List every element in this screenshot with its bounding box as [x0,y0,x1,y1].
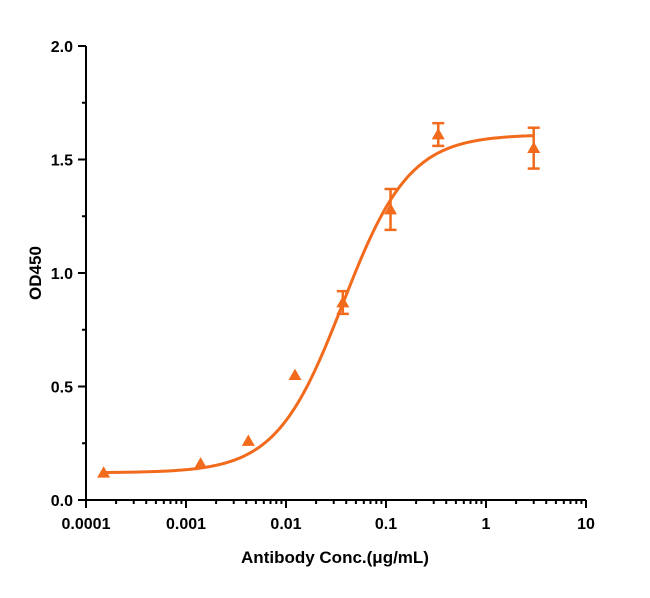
data-point-triangle [288,368,302,381]
axes [85,46,586,501]
data-point-triangle [194,457,208,469]
data-point-triangle [527,141,541,154]
y-tick-label: 2.0 [51,39,73,56]
y-axis-title: OD450 [26,246,45,300]
x-tick-label: 0.0001 [62,516,111,533]
y-tick-label: 1.0 [51,266,73,283]
data-point-triangle [431,128,445,140]
x-tick-label: 0.01 [270,516,301,533]
data-point-triangle [384,202,398,215]
data-point-triangle [336,296,350,308]
ticks: 0.0001 0.001 0.01 0.1 1 10 0.0 0.5 1.0 1.5 2.0 [51,39,595,533]
x-tick-label: 0.001 [166,516,206,533]
x-tick-label: 1 [482,516,491,533]
x-tick-label: 10 [577,516,595,533]
y-tick-label: 0.0 [51,493,73,510]
data-point-triangle [241,434,255,446]
x-axis-title: Antibody Conc.(μg/mL) [241,548,429,567]
data-points [97,121,541,478]
x-tick-label: 0.1 [375,516,397,533]
fit-curve [103,134,534,474]
y-tick-label: 1.5 [51,153,73,170]
data-point-triangle [97,466,111,478]
y-tick-label: 0.5 [51,380,73,397]
